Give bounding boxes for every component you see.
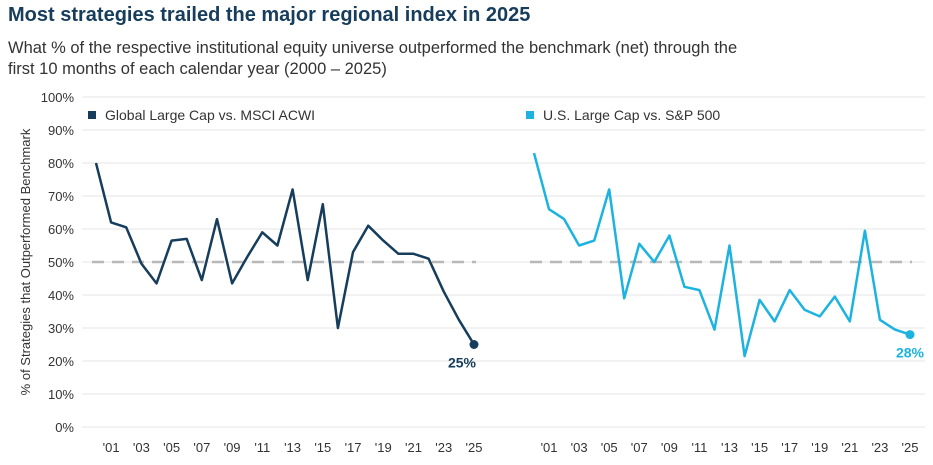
y-tick-label: 20% — [48, 354, 74, 369]
x-tick-label: '03 — [571, 440, 588, 455]
series-line — [94, 162, 476, 346]
legend-swatch — [526, 111, 534, 119]
y-tick-label: 0% — [55, 420, 74, 435]
chart-subtitle: What % of the respective institutional e… — [8, 39, 738, 78]
legend-swatch — [88, 111, 96, 119]
x-tick-label: '19 — [811, 440, 828, 455]
x-tick-label: '11 — [691, 440, 707, 455]
y-tick-label: 70% — [48, 189, 74, 204]
x-tick-label: '23 — [871, 440, 888, 455]
x-tick-label: '01 — [541, 440, 558, 455]
x-tick-label: '09 — [224, 440, 241, 455]
x-tick-label: '25 — [466, 440, 483, 455]
y-tick-label: 50% — [48, 255, 74, 270]
x-tick-label: '11 — [254, 440, 270, 455]
y-tick-label: 90% — [48, 123, 74, 138]
end-value-label: 25% — [448, 355, 477, 371]
chart-title: Most strategies trailed the major region… — [8, 4, 531, 26]
x-tick-label: '05 — [163, 440, 180, 455]
y-tick-label: 100% — [41, 90, 75, 105]
y-axis-label: % of Strategies that Outperformed Benchm… — [18, 128, 33, 395]
x-tick-label: '15 — [751, 440, 768, 455]
x-tick-label: '17 — [345, 440, 362, 455]
x-tick-label: '25 — [902, 440, 919, 455]
x-tick-label: '05 — [601, 440, 618, 455]
series-line — [532, 152, 911, 358]
x-tick-label: '03 — [133, 440, 150, 455]
x-tick-label: '21 — [405, 440, 422, 455]
legend-label: Global Large Cap vs. MSCI ACWI — [105, 107, 315, 123]
end-value-label: 28% — [896, 345, 925, 361]
y-tick-label: 40% — [48, 288, 74, 303]
x-tick-label: '13 — [721, 440, 738, 455]
y-tick-label: 60% — [48, 222, 74, 237]
x-tick-label: '01 — [103, 440, 120, 455]
series-end-point — [469, 340, 479, 349]
x-tick-label: '23 — [435, 440, 452, 455]
x-tick-label: '19 — [375, 440, 392, 455]
x-tick-label: '15 — [314, 440, 331, 455]
x-tick-label: '17 — [781, 440, 798, 455]
y-tick-label: 80% — [48, 156, 74, 171]
x-tick-label: '07 — [631, 440, 648, 455]
legend-label: U.S. Large Cap vs. S&P 500 — [543, 107, 720, 123]
x-tick-label: '21 — [841, 440, 858, 455]
x-tick-label: '13 — [284, 440, 301, 455]
x-tick-label: '07 — [193, 440, 210, 455]
y-tick-label: 10% — [48, 387, 74, 402]
series-end-point — [905, 330, 915, 340]
x-tick-label: '09 — [661, 440, 678, 455]
y-tick-label: 30% — [48, 321, 74, 336]
